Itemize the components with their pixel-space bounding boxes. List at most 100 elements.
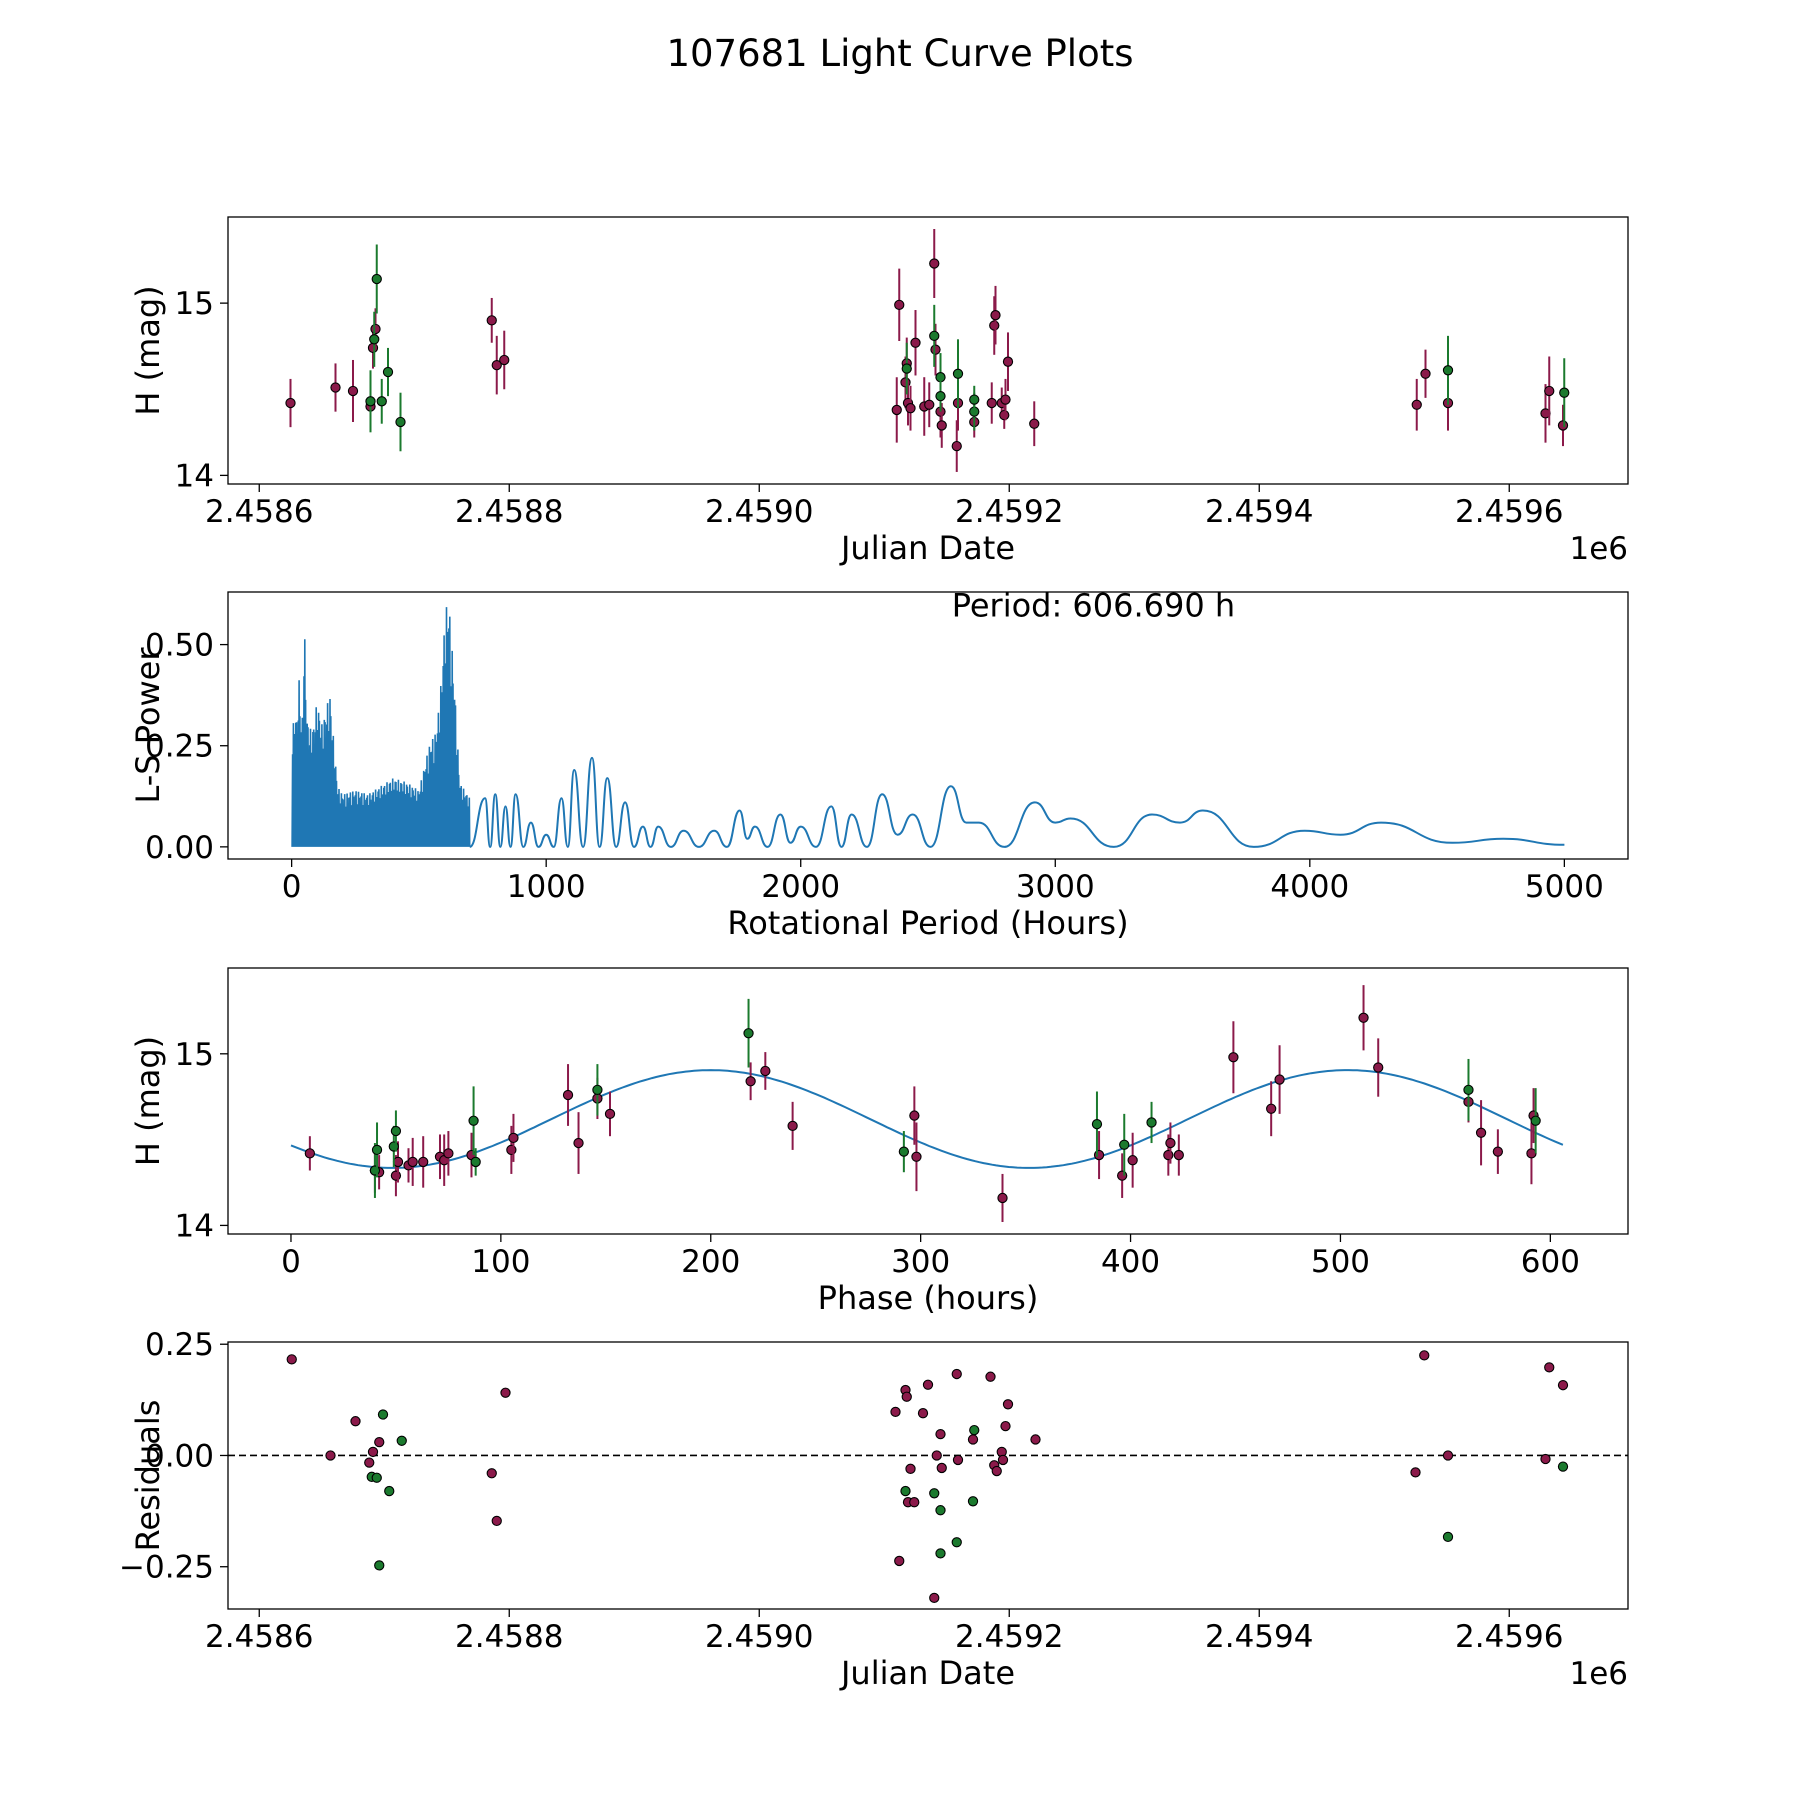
data-point xyxy=(347,385,359,397)
data-point xyxy=(508,1132,519,1144)
model-curve xyxy=(290,1069,1564,1169)
data-point xyxy=(1093,1149,1105,1161)
data-point xyxy=(951,1368,962,1380)
data-point xyxy=(890,1406,901,1418)
data-point xyxy=(935,372,946,383)
data-point xyxy=(1442,365,1454,376)
data-point xyxy=(1540,1453,1551,1465)
data-point xyxy=(909,1497,920,1508)
data-point xyxy=(499,354,510,366)
data-point xyxy=(486,315,497,326)
data-point xyxy=(1228,1052,1239,1063)
data-point xyxy=(991,1465,1002,1477)
data-point xyxy=(935,1428,946,1440)
data-point xyxy=(743,1028,754,1039)
y-tick-label: 15 xyxy=(175,1037,214,1073)
series-band-2 xyxy=(369,998,1541,1198)
x-tick-label: 2.4596 xyxy=(1455,1619,1563,1655)
data-point xyxy=(376,396,387,407)
data-point xyxy=(468,1115,479,1126)
data-point xyxy=(1119,1139,1130,1150)
data-point xyxy=(990,310,1001,321)
y-axis-label: Residuals xyxy=(129,1400,167,1552)
data-point xyxy=(1030,1434,1041,1445)
x-tick-label: 0 xyxy=(281,1244,301,1280)
data-point xyxy=(364,1457,375,1468)
x-tick-label: 2.4592 xyxy=(955,1619,1063,1655)
data-point xyxy=(1544,1362,1555,1373)
x-offset-label: 1e6 xyxy=(1569,531,1628,567)
data-point xyxy=(1000,394,1011,405)
data-point xyxy=(1127,1155,1138,1166)
y-tick-label: 0.25 xyxy=(145,729,214,765)
data-point xyxy=(506,1144,517,1156)
data-point xyxy=(371,1472,382,1483)
x-axis-label: Phase (hours) xyxy=(818,1279,1039,1317)
data-point xyxy=(1163,1149,1174,1161)
series-band-1 xyxy=(286,1350,1569,1604)
data-point xyxy=(1266,1103,1277,1114)
data-point xyxy=(377,1409,389,1420)
data-point xyxy=(969,394,980,405)
residuals-panel: 2.4586 2.4588 2.4590 2.4592 2.4594 2.4596 −0.2… xyxy=(119,1327,1629,1692)
data-point xyxy=(901,363,912,374)
y-axis-label: H (mag) xyxy=(129,285,167,415)
data-point xyxy=(1530,1115,1541,1126)
data-point xyxy=(350,1416,361,1427)
phased-curve-panel: 0 100 200 300 400 500 600 14 15 Phase (hours) H (m… xyxy=(129,967,1629,1317)
y-tick-label: 0.00 xyxy=(145,1438,214,1474)
figure-title: 107681 Light Curve Plots xyxy=(666,32,1133,75)
data-point xyxy=(1274,1074,1285,1085)
data-point xyxy=(407,1156,418,1168)
y-tick-label: −0.25 xyxy=(119,1550,214,1586)
light-curve-panel: 2.4586 2.4588 2.4590 2.4592 2.4594 2.4596 14 15… xyxy=(129,216,1629,567)
y-tick-label: 14 xyxy=(175,1208,214,1244)
data-point xyxy=(1002,356,1014,367)
x-tick-label: 100 xyxy=(471,1244,530,1280)
data-point xyxy=(573,1137,584,1149)
x-tick-label: 500 xyxy=(1311,1244,1370,1280)
data-point xyxy=(930,344,941,355)
data-point xyxy=(330,382,341,393)
series-band-2 xyxy=(365,244,1570,452)
plot-frame xyxy=(227,1341,1629,1610)
x-tick-label: 2.4594 xyxy=(1205,494,1313,530)
data-point xyxy=(1420,368,1431,379)
data-point xyxy=(1358,1012,1369,1023)
data-point xyxy=(929,1592,940,1604)
data-point xyxy=(969,1424,980,1436)
data-point xyxy=(371,273,382,285)
data-point xyxy=(985,1371,996,1382)
x-axis-label: Julian Date xyxy=(839,529,1015,567)
data-point xyxy=(1557,420,1569,431)
y-tick-label: 0.50 xyxy=(145,628,214,664)
data-point xyxy=(900,1485,911,1497)
data-point xyxy=(374,1560,385,1571)
data-point xyxy=(760,1065,771,1077)
data-point xyxy=(369,334,380,345)
data-point xyxy=(936,420,947,431)
data-point xyxy=(894,299,905,311)
data-point xyxy=(592,1084,603,1095)
x-tick-label: 2.4586 xyxy=(205,494,313,530)
data-point xyxy=(929,1488,940,1499)
data-point xyxy=(1091,1119,1103,1130)
data-point xyxy=(390,1170,402,1181)
plot-frame xyxy=(227,967,1629,1235)
data-point xyxy=(787,1120,798,1132)
data-point xyxy=(986,397,997,409)
data-point xyxy=(486,1468,497,1479)
data-point xyxy=(371,1144,383,1156)
data-point xyxy=(999,409,1010,421)
data-point xyxy=(745,1076,756,1087)
x-tick-label: 200 xyxy=(681,1244,740,1280)
data-point xyxy=(967,1434,979,1445)
data-point xyxy=(967,1496,979,1507)
data-point xyxy=(917,1408,929,1419)
data-point xyxy=(388,1141,399,1152)
x-tick-label: 5000 xyxy=(1525,869,1604,905)
x-offset-label: 1e6 xyxy=(1569,1656,1628,1692)
x-tick-label: 2.4588 xyxy=(455,494,563,530)
data-point xyxy=(367,1446,379,1458)
